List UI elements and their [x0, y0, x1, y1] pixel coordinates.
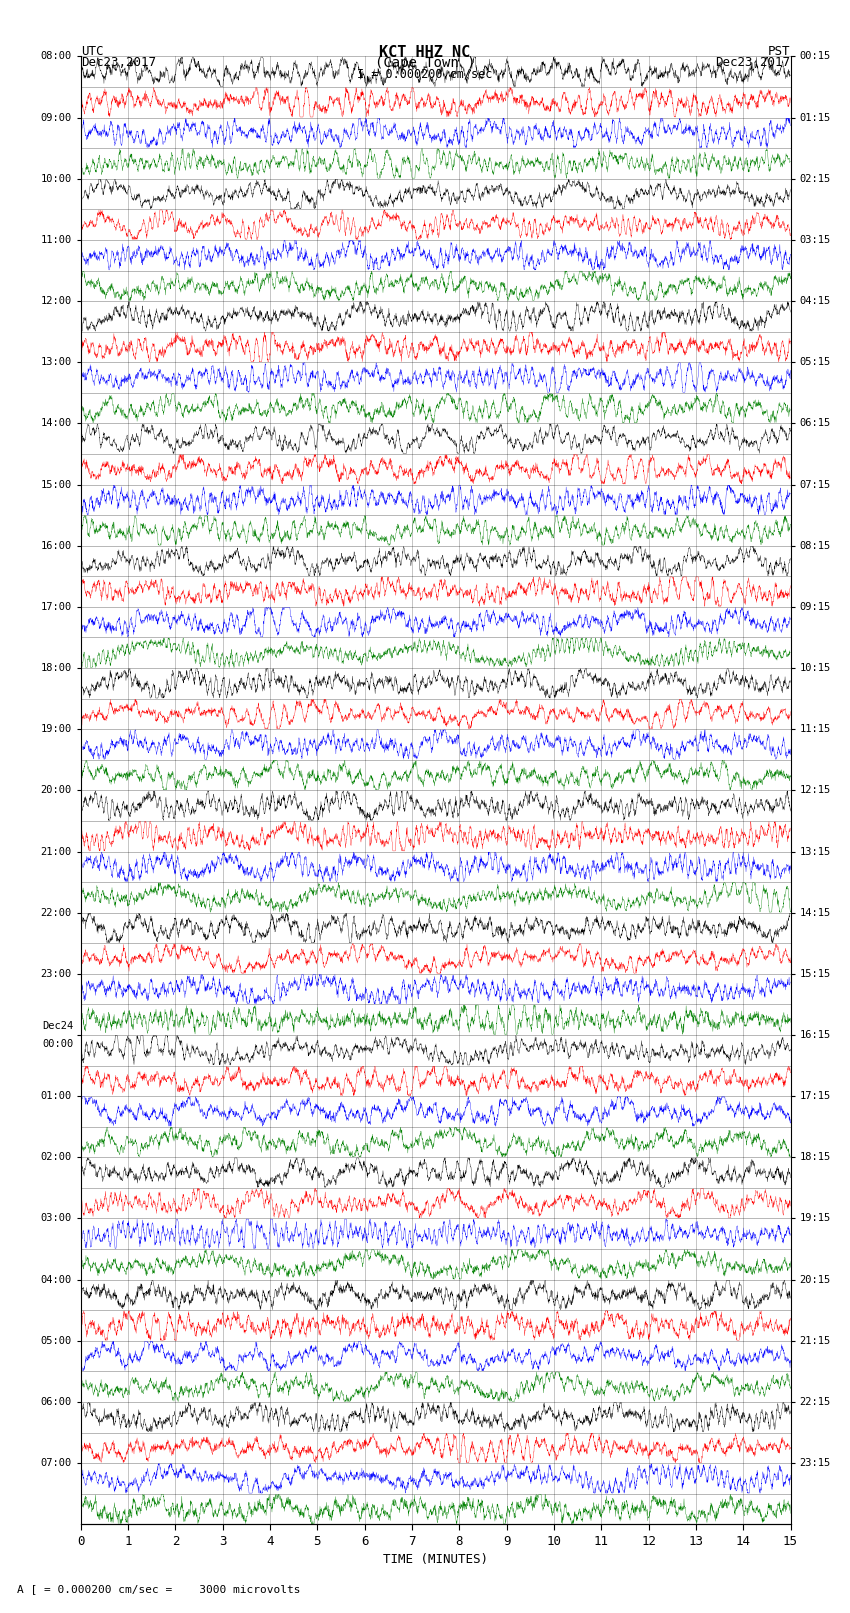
Text: KCT HHZ NC: KCT HHZ NC	[379, 45, 471, 60]
Text: Dec23,2017: Dec23,2017	[81, 56, 156, 69]
Text: Dec23,2017: Dec23,2017	[716, 56, 790, 69]
Text: Dec24: Dec24	[42, 1021, 74, 1031]
Text: 00:00: 00:00	[42, 1039, 74, 1048]
Text: I = 0.000200 cm/sec: I = 0.000200 cm/sec	[357, 68, 493, 81]
X-axis label: TIME (MINUTES): TIME (MINUTES)	[383, 1553, 488, 1566]
Text: UTC: UTC	[81, 45, 103, 58]
Text: PST: PST	[768, 45, 790, 58]
Text: (Cape Town ): (Cape Town )	[375, 56, 475, 71]
Text: A [ = 0.000200 cm/sec =    3000 microvolts: A [ = 0.000200 cm/sec = 3000 microvolts	[17, 1584, 301, 1594]
